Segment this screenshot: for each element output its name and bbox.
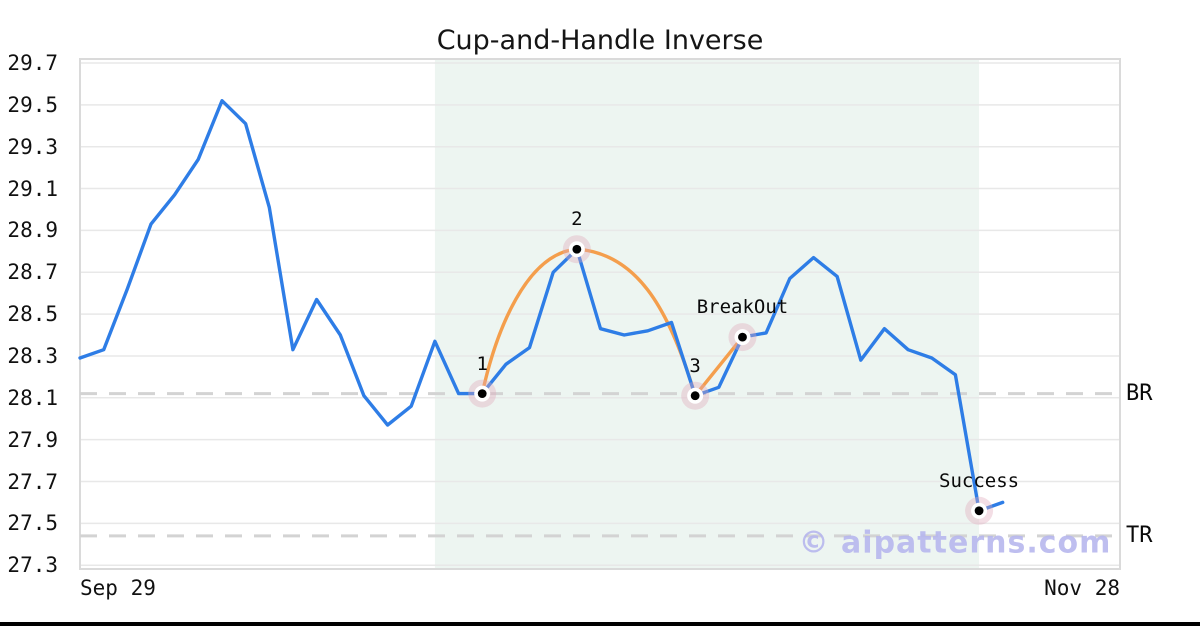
footer-bar [0,622,1200,626]
y-tick-label: 28.7 [7,260,58,285]
y-tick-label: 27.3 [7,553,58,578]
pattern-marker-3 [681,381,710,410]
pattern-marker-success [965,496,994,525]
y-tick-label: 29.5 [7,92,58,117]
annotation-breakout: BreakOut [696,296,789,319]
marker-dot-circle [690,391,700,401]
x-axis-label-end: Nov 28 [1044,576,1120,600]
y-tick-label: 28.3 [7,343,58,368]
annotation-success: Success [939,469,1020,492]
y-tick-label: 28.5 [7,302,58,327]
price-line [78,98,1005,513]
y-tick-label: 28.9 [7,218,58,243]
y-tick-label: 27.5 [7,511,58,536]
pattern-marker-1 [468,379,497,408]
level-label-br: BR [1126,380,1153,406]
pattern-marker-breakout [728,323,757,352]
marker-dot-circle [572,244,582,254]
level-label-tr: TR [1126,522,1153,548]
pattern-marker-2 [562,235,591,264]
watermark: © aipatterns.com [798,525,1112,561]
marker-dot-circle [477,389,487,399]
y-tick-label: 29.7 [7,51,58,75]
plot-border [79,58,1121,570]
y-tick-label: 27.9 [7,427,58,452]
marker-dot-circle [974,506,984,516]
y-tick-label: 27.7 [7,469,58,494]
annotation-2: 2 [571,208,583,231]
y-tick-label: 29.1 [7,176,58,201]
annotation-3: 3 [689,354,701,377]
x-axis-label-start: Sep 29 [80,576,156,600]
chart-title: Cup-and-Handle Inverse [436,25,764,56]
y-tick-label: 28.1 [7,385,58,410]
annotation-1: 1 [476,352,488,375]
y-tick-label: 29.3 [7,134,58,159]
marker-dot-circle [738,332,747,342]
